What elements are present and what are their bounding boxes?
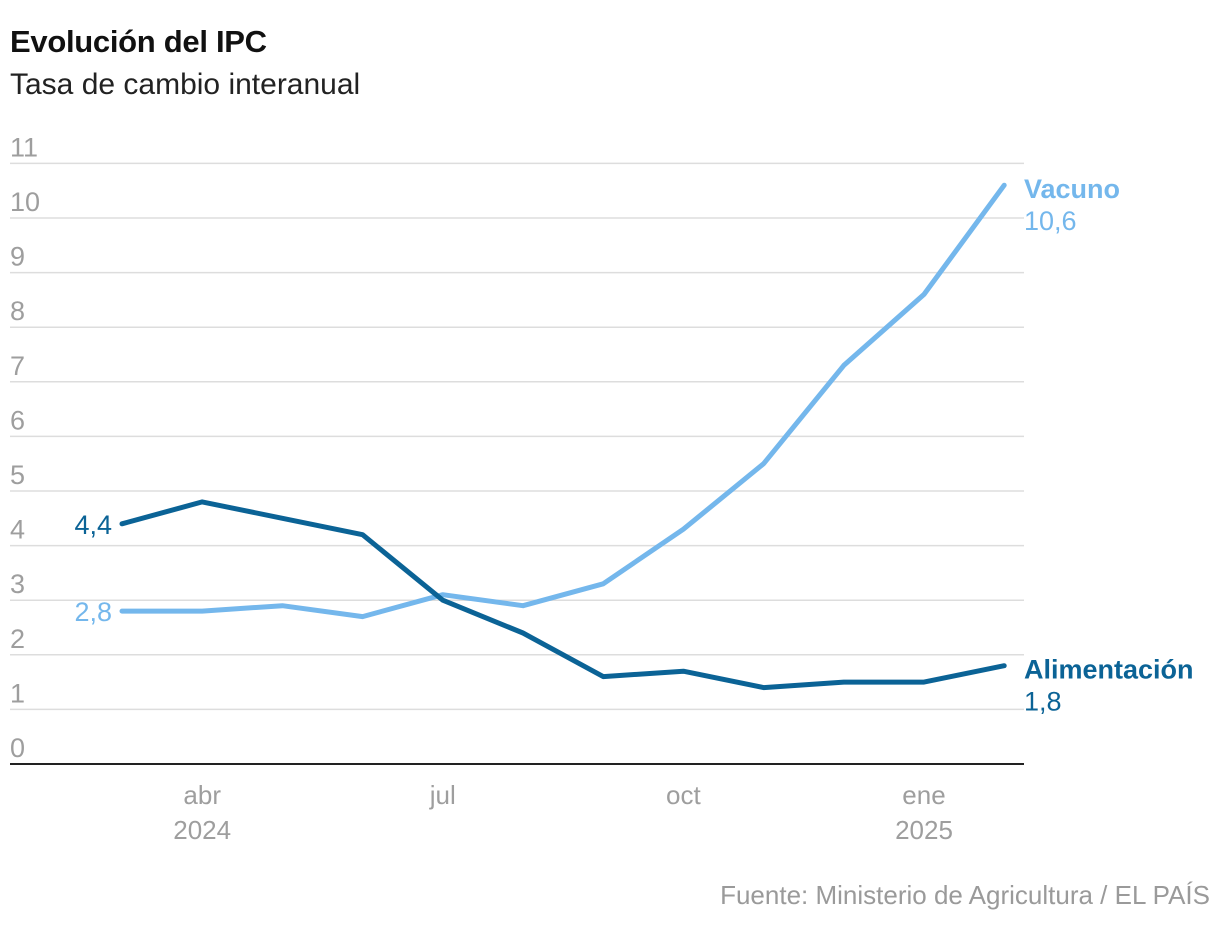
series-line-vacuno	[119, 182, 1007, 620]
y-tick-label: 5	[10, 460, 25, 490]
y-tick-label: 8	[10, 296, 25, 326]
series-end-label-alimentacion: 1,8	[1024, 687, 1062, 717]
y-tick-label: 2	[10, 624, 25, 654]
x-tick-label: oct	[666, 780, 701, 810]
y-tick-label: 7	[10, 351, 25, 381]
chart-title: Evolución del IPC	[10, 24, 267, 59]
chart-subtitle: Tasa de cambio interanual	[10, 68, 361, 101]
series-line-alimentacion	[119, 499, 1007, 691]
y-tick-label: 4	[10, 515, 25, 545]
y-tick-label: 0	[10, 733, 25, 763]
series-lines	[119, 182, 1007, 691]
y-tick-label: 11	[10, 132, 38, 162]
x-tick-label: abr	[183, 780, 221, 810]
x-tick-year: 2024	[173, 815, 231, 845]
x-axis-ticks: abr 2024 jul oct ene 2025	[173, 780, 953, 845]
y-tick-label: 6	[10, 405, 25, 435]
series-start-label-alimentacion: 4,4	[74, 510, 112, 540]
y-tick-label: 1	[10, 678, 25, 708]
series-name-label-alimentacion: Alimentación	[1024, 655, 1194, 685]
x-tick-label: jul	[429, 780, 456, 810]
y-tick-label: 3	[10, 569, 25, 599]
series-end-label-vacuno: 10,6	[1024, 206, 1077, 236]
y-tick-label: 9	[10, 242, 25, 272]
x-tick-year: 2025	[895, 815, 953, 845]
grid-lines	[10, 162, 1024, 711]
y-axis-ticks: 0 1 2 3 4 5 6 7 8 9 10 11	[10, 132, 40, 763]
series-name-label-vacuno: Vacuno	[1024, 174, 1120, 204]
series-start-label-vacuno: 2,8	[74, 597, 112, 627]
x-tick-label: ene	[902, 780, 945, 810]
source-note: Fuente: Ministerio de Agricultura / EL P…	[720, 880, 1210, 910]
y-tick-label: 10	[10, 187, 40, 217]
